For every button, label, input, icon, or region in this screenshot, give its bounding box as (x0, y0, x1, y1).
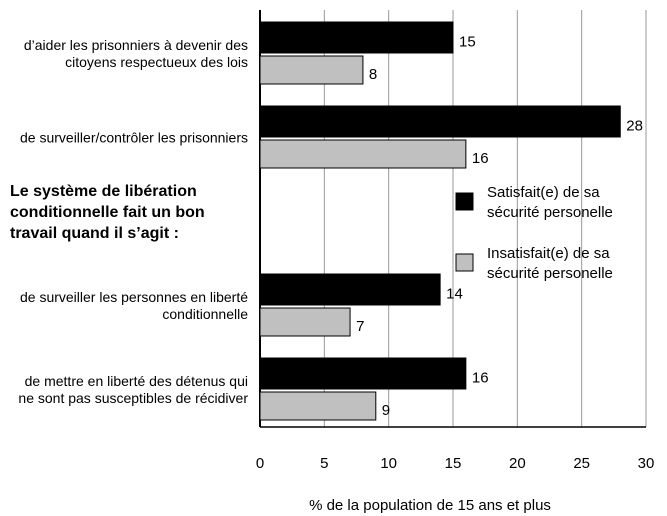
x-tick-label: 5 (320, 455, 328, 472)
bar (259, 307, 351, 337)
x-tick-label: 0 (256, 455, 264, 472)
value-label: 16 (472, 369, 489, 386)
value-label: 7 (356, 318, 364, 335)
category-label: d’aider les prisonniers à devenir des ci… (23, 37, 248, 70)
category-label: de surveiller les personnes en liberté c… (19, 289, 248, 322)
value-label: 14 (446, 285, 463, 302)
category-label: de mettre en liberté des détenus qui ne … (18, 373, 248, 406)
value-label: 8 (369, 66, 377, 83)
legend-swatch (455, 253, 474, 272)
value-label: 9 (382, 402, 390, 419)
bar (259, 357, 467, 390)
value-label: 15 (459, 33, 476, 50)
bar (259, 55, 364, 85)
value-label: 28 (626, 117, 643, 134)
bar (259, 105, 621, 138)
annotation: Le système de libération conditionnelle … (10, 183, 205, 242)
value-label: 16 (472, 150, 489, 167)
legend-label: Insatisfait(e) de sa sécurité personelle (487, 245, 613, 282)
x-axis-label: % de la population de 15 ans et plus (309, 497, 551, 514)
x-tick-label: 15 (445, 455, 462, 472)
x-tick-label: 25 (573, 455, 590, 472)
x-tick-label: 10 (380, 455, 397, 472)
x-tick-label: 20 (509, 455, 526, 472)
legend-swatch (455, 192, 474, 211)
bar (259, 21, 454, 54)
category-label: de surveiller/contrôler les prisonniers (20, 129, 248, 146)
bar (259, 391, 377, 421)
x-tick-label: 30 (638, 455, 655, 472)
bar (259, 273, 441, 306)
legend-label: Satisfait(e) de sa sécurité personelle (487, 184, 613, 221)
bar (259, 139, 467, 169)
